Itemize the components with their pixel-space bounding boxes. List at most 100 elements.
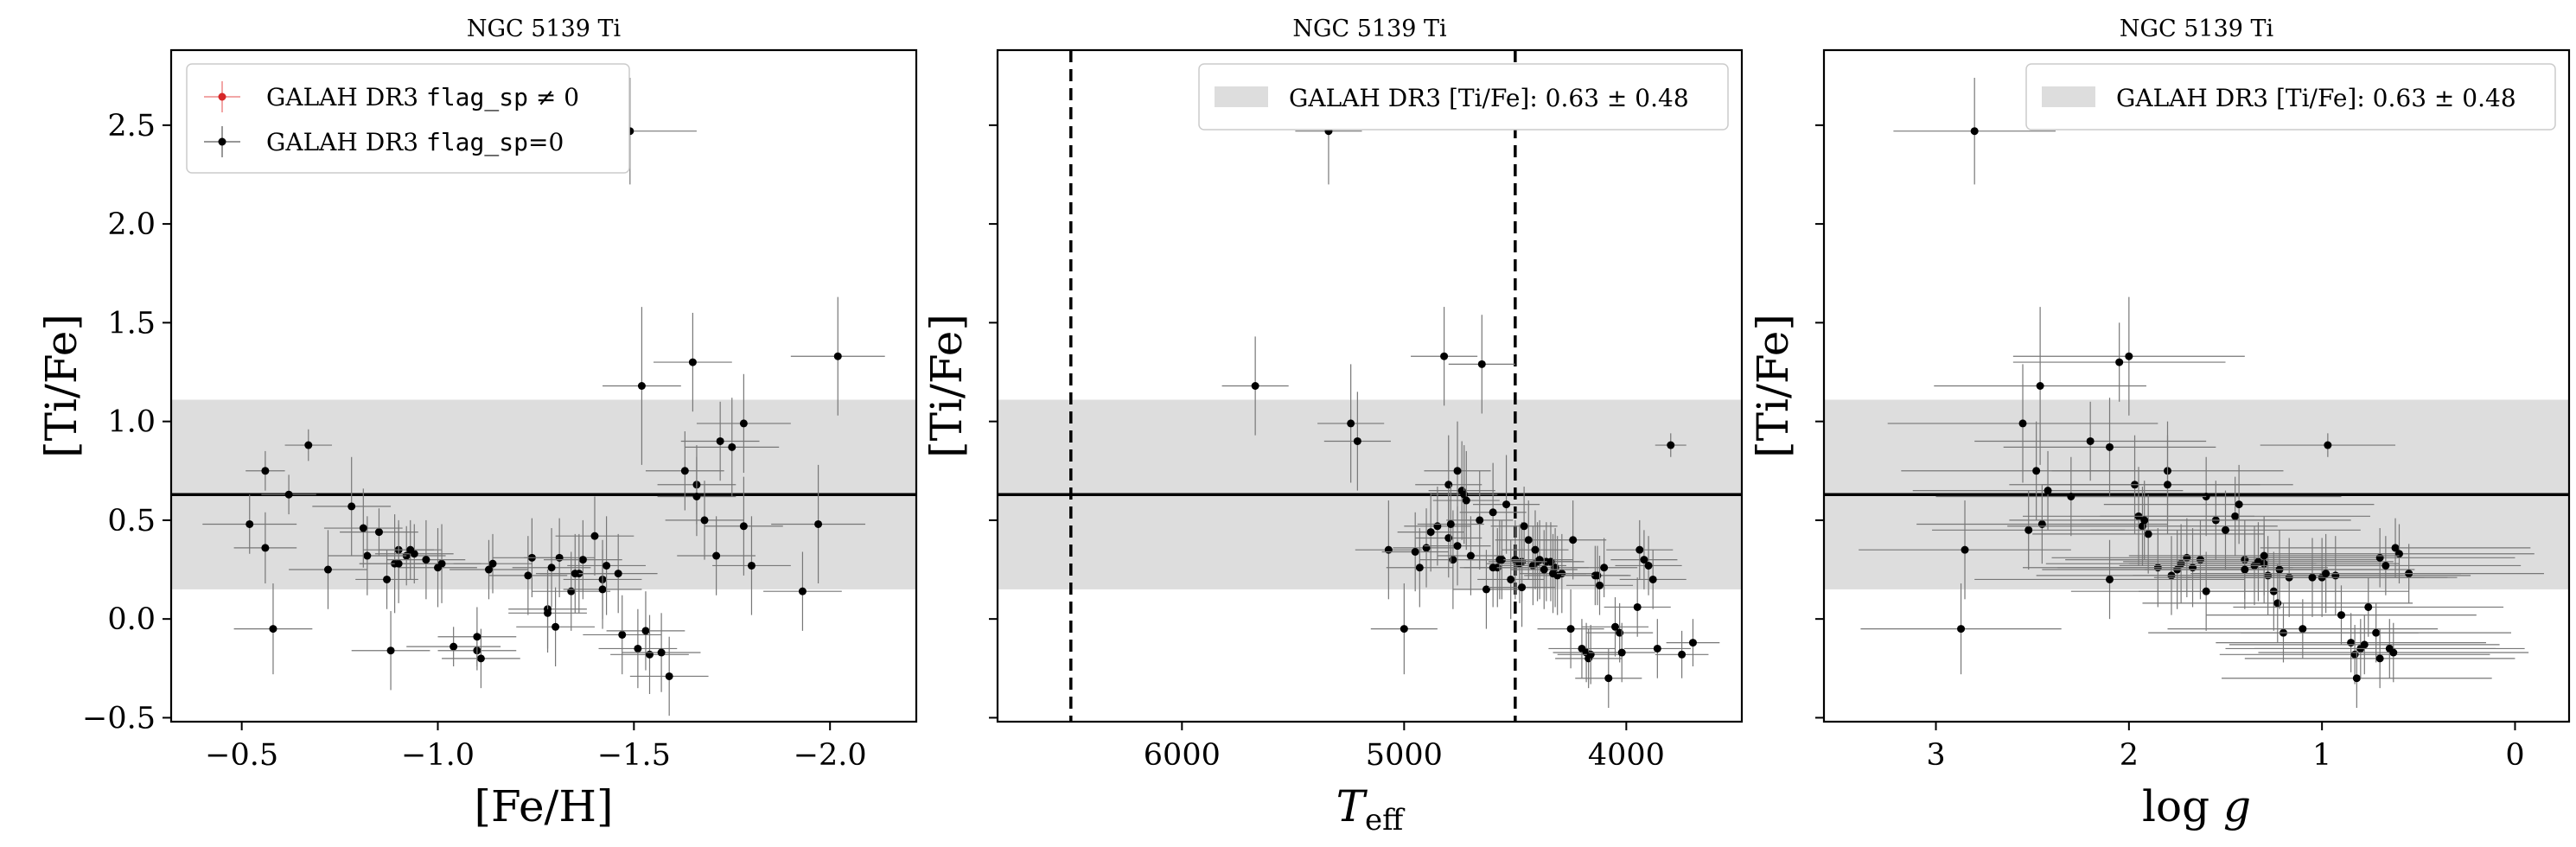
legend-marker: [218, 92, 226, 101]
data-point: [2331, 571, 2340, 580]
data-point: [1569, 536, 1578, 544]
data-point: [739, 522, 748, 531]
data-point: [323, 565, 332, 574]
legend-swatch: [1215, 86, 1268, 107]
data-point: [476, 654, 485, 663]
data-point: [359, 524, 367, 532]
panel-3: 3 2 1 0 NGC 5139 Ti [Ti/Fe] log g GALAH DR3 [Ti…: [1748, 16, 2571, 831]
data-point: [1648, 575, 1657, 583]
data-point: [1347, 419, 1355, 428]
data-point: [2106, 575, 2114, 583]
data-point: [1422, 544, 1431, 552]
data-point: [1453, 467, 1462, 475]
data-point: [1495, 556, 1504, 564]
legend: GALAH DR3 flag_sp ≠ 0 GALAH DR3 flag_sp=0: [186, 63, 630, 174]
panel-2: 6000 5000 4000 NGC 5139 Ti [Ti/Fe] Teff GALAH …: [921, 16, 1744, 837]
data-point: [284, 490, 293, 499]
data-point: [567, 587, 576, 595]
data-point: [1466, 551, 1475, 560]
legend: GALAH DR3 [Ti/Fe]: 0.63 ± 0.48: [2025, 63, 2556, 131]
data-point: [2322, 570, 2331, 578]
data-point: [1970, 127, 1979, 136]
data-point: [1353, 436, 1361, 445]
data-point: [1678, 650, 1687, 659]
data-point: [2299, 625, 2307, 634]
data-point: [1462, 496, 1470, 505]
y-axis-label: [Ti/Fe]: [36, 314, 86, 458]
data-points: [202, 77, 885, 716]
y-tick-label: 0.5: [107, 504, 156, 538]
data-point: [814, 519, 823, 528]
legend-label: GALAH DR3 [Ti/Fe]: 0.63 ± 0.48: [1289, 84, 1689, 112]
data-point: [665, 672, 673, 680]
data-point: [374, 528, 383, 537]
x-axis-label: [Fe/H]: [474, 781, 613, 831]
y-axis-label: [Ti/Fe]: [1748, 314, 1798, 458]
data-point: [484, 565, 493, 574]
data-point: [524, 571, 532, 580]
legend-marker: [218, 137, 226, 146]
data-point: [2189, 564, 2197, 572]
data-point: [634, 644, 642, 653]
data-point: [1507, 575, 1515, 583]
data-point: [1502, 500, 1511, 509]
data-point: [1617, 648, 1626, 657]
data-point: [614, 570, 622, 578]
legend-box: [186, 63, 630, 174]
data-point: [1640, 556, 1648, 564]
data-point: [1433, 522, 1442, 531]
data-point: [739, 419, 748, 428]
data-point: [1667, 441, 1675, 449]
data-point: [833, 352, 842, 360]
data-point: [261, 544, 270, 552]
data-point: [2036, 382, 2044, 390]
data-point: [688, 358, 697, 366]
y-tick-label: −0.5: [82, 701, 156, 736]
x-axis-label: log g: [2142, 781, 2251, 831]
data-point: [2360, 640, 2369, 649]
data-point: [304, 441, 313, 449]
data-point: [571, 570, 579, 578]
data-point: [1524, 536, 1533, 544]
data-point: [1411, 547, 1419, 556]
data-point: [2231, 512, 2240, 520]
data-point: [2260, 551, 2268, 560]
data-point: [1688, 639, 1697, 647]
data-point: [1957, 625, 1966, 634]
axes-frame: [1822, 48, 2571, 723]
data-point: [1251, 382, 1259, 390]
x-tick-label: 0: [2505, 738, 2524, 773]
data-point: [603, 561, 611, 570]
x-axis-label: Teff: [1336, 781, 1406, 837]
data-point: [1446, 519, 1455, 528]
data-point: [1489, 564, 1497, 572]
data-point: [1636, 545, 1644, 554]
data-point: [2125, 352, 2133, 360]
data-point: [1518, 583, 1527, 592]
data-point: [1633, 602, 1642, 611]
data-point: [641, 627, 650, 635]
data-point: [1520, 522, 1528, 531]
data-point: [716, 436, 724, 445]
data-point: [1482, 585, 1490, 594]
data-point: [1477, 360, 1486, 368]
x-tick-label: 1: [2312, 738, 2331, 773]
legend-box: [2025, 63, 2556, 131]
data-point: [2024, 525, 2033, 534]
data-point: [552, 622, 560, 631]
y-tick-label: 2.5: [107, 109, 156, 143]
x-tick-label: −1.0: [401, 738, 475, 773]
data-point: [728, 443, 736, 451]
data-point: [1535, 556, 1544, 564]
data-point: [1566, 625, 1575, 634]
data-point: [2032, 467, 2041, 475]
legend-box: [1198, 63, 1729, 131]
data-point: [2037, 519, 2046, 528]
data-point: [2382, 561, 2390, 570]
data-point: [2067, 492, 2075, 500]
x-tick-label: −1.5: [597, 738, 671, 773]
data-point: [1440, 352, 1449, 360]
data-point: [1596, 581, 1604, 589]
data-point: [2375, 654, 2384, 663]
data-point: [2394, 550, 2403, 558]
